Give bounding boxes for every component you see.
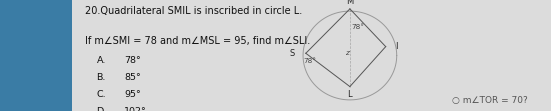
Text: 78°: 78° — [124, 56, 141, 64]
Text: 85°: 85° — [124, 73, 141, 82]
Text: 20.Quadrilateral SMIL is inscribed in circle L.: 20.Quadrilateral SMIL is inscribed in ci… — [85, 6, 302, 16]
Text: I: I — [396, 42, 398, 51]
Text: M: M — [346, 0, 354, 6]
Text: z: z — [345, 50, 349, 56]
Text: S: S — [289, 49, 295, 58]
FancyBboxPatch shape — [0, 0, 72, 111]
Text: ○ m∠TOR = 70?: ○ m∠TOR = 70? — [452, 96, 527, 105]
Text: 95°: 95° — [124, 90, 141, 99]
Text: 78°: 78° — [304, 58, 317, 64]
Text: If m∠SMI = 78 and m∠MSL = 95, find m∠SLI.: If m∠SMI = 78 and m∠MSL = 95, find m∠SLI… — [85, 36, 311, 46]
Text: L: L — [348, 90, 352, 99]
Text: D.: D. — [96, 107, 107, 111]
Text: C.: C. — [96, 90, 106, 99]
Text: 102°: 102° — [124, 107, 147, 111]
Text: 78°: 78° — [352, 24, 365, 30]
Text: B.: B. — [96, 73, 106, 82]
Text: A.: A. — [96, 56, 106, 64]
